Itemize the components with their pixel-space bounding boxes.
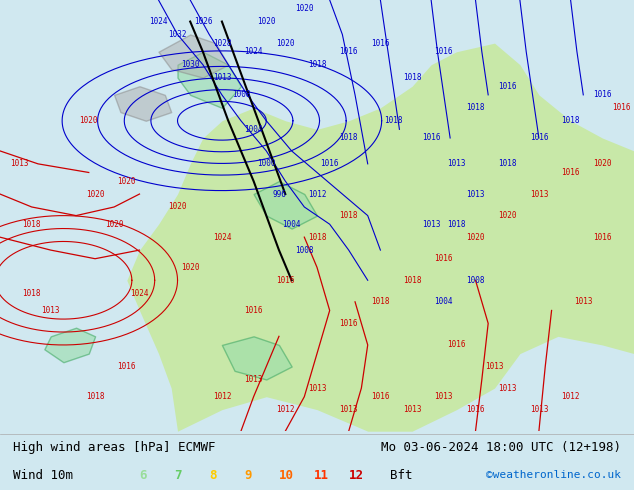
Text: 1016: 1016 [371,39,390,48]
Text: 1013: 1013 [466,190,485,198]
Text: 1013: 1013 [422,220,441,229]
Text: 1024: 1024 [149,17,168,26]
Text: 1013: 1013 [10,159,29,169]
Text: High wind areas [hPa] ECMWF: High wind areas [hPa] ECMWF [13,441,215,454]
Text: 1020: 1020 [257,17,276,26]
Text: 7: 7 [174,469,182,482]
Text: 1020: 1020 [168,202,187,212]
Text: 1018: 1018 [403,73,422,82]
Text: 1016: 1016 [612,103,631,112]
Text: 1013: 1013 [447,159,466,169]
Text: 1018: 1018 [466,103,485,112]
Text: 1018: 1018 [307,233,327,242]
Text: 1016: 1016 [498,82,517,91]
Text: 1020: 1020 [79,116,98,125]
Text: 1013: 1013 [529,190,548,198]
Text: 1013: 1013 [498,384,517,392]
Text: 1016: 1016 [434,47,453,56]
Text: 1008: 1008 [231,90,250,99]
Text: 1012: 1012 [212,392,231,401]
Text: 1013: 1013 [212,73,231,82]
Text: 1018: 1018 [447,220,466,229]
Text: 1004: 1004 [244,125,263,134]
Text: 1013: 1013 [485,362,504,371]
Text: 1012: 1012 [307,190,327,198]
Text: 1016: 1016 [320,159,339,169]
Text: 1018: 1018 [371,297,390,306]
Text: 1012: 1012 [561,392,580,401]
Text: 1028: 1028 [212,39,231,48]
Text: 1016: 1016 [447,341,466,349]
Text: 1020: 1020 [498,211,517,220]
Text: 1008: 1008 [295,245,314,255]
Text: 1016: 1016 [371,392,390,401]
Text: 10: 10 [279,469,294,482]
Text: 1016: 1016 [117,362,136,371]
Text: 1016: 1016 [561,168,580,177]
Text: 1016: 1016 [339,47,358,56]
Text: 11: 11 [314,469,329,482]
Text: 1013: 1013 [41,306,60,315]
Text: 1016: 1016 [434,254,453,263]
Text: 1020: 1020 [105,220,124,229]
Text: 12: 12 [349,469,364,482]
Text: 1004: 1004 [282,220,301,229]
Text: Mo 03-06-2024 18:00 UTC (12+198): Mo 03-06-2024 18:00 UTC (12+198) [381,441,621,454]
Text: 1020: 1020 [276,39,295,48]
Text: 1032: 1032 [168,30,187,39]
Text: 1026: 1026 [193,17,212,26]
Text: Wind 10m: Wind 10m [13,469,73,482]
Text: 6: 6 [139,469,147,482]
Text: 9: 9 [244,469,252,482]
Text: 1018: 1018 [339,133,358,143]
Text: 1016: 1016 [529,133,548,143]
Text: 1016: 1016 [244,306,263,315]
Text: 1000: 1000 [257,159,276,169]
Text: 1024: 1024 [130,289,149,298]
Text: 1024: 1024 [212,233,231,242]
Text: 1020: 1020 [117,176,136,186]
Text: 1018: 1018 [384,116,403,125]
Text: 1018: 1018 [22,220,41,229]
Text: 1018: 1018 [403,276,422,285]
Text: 1016: 1016 [593,90,612,99]
Text: 1030: 1030 [181,60,200,69]
Text: 1013: 1013 [574,297,593,306]
Text: 1018: 1018 [498,159,517,169]
Text: 1024: 1024 [244,47,263,56]
Text: 1016: 1016 [466,405,485,414]
Text: 1018: 1018 [561,116,580,125]
Text: 1013: 1013 [307,384,327,392]
Text: 1020: 1020 [593,159,612,169]
Text: 1018: 1018 [307,60,327,69]
Text: 1013: 1013 [244,375,263,384]
Text: 1020: 1020 [86,190,105,198]
Text: 1008: 1008 [466,276,485,285]
Text: 1016: 1016 [339,319,358,328]
Text: 1016: 1016 [593,233,612,242]
Text: 1013: 1013 [434,392,453,401]
Text: 1018: 1018 [339,211,358,220]
Text: 996: 996 [272,190,286,198]
Text: 1020: 1020 [181,263,200,272]
Text: 1020: 1020 [466,233,485,242]
Text: 1012: 1012 [276,405,295,414]
Text: 1018: 1018 [22,289,41,298]
Text: 1013: 1013 [403,405,422,414]
Text: 1016: 1016 [276,276,295,285]
Text: 1016: 1016 [422,133,441,143]
Text: 8: 8 [209,469,217,482]
Text: 1013: 1013 [339,405,358,414]
Text: 1020: 1020 [295,4,314,13]
Text: ©weatheronline.co.uk: ©weatheronline.co.uk [486,470,621,480]
Text: 1004: 1004 [434,297,453,306]
Text: 1018: 1018 [86,392,105,401]
Text: 1013: 1013 [529,405,548,414]
Text: Bft: Bft [390,469,412,482]
